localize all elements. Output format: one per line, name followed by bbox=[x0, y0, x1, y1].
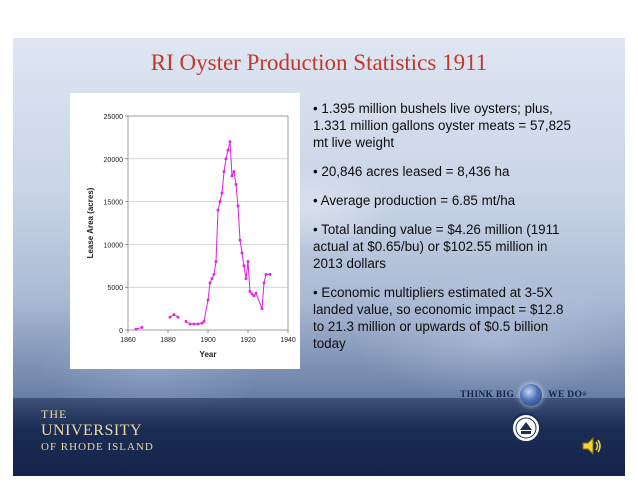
university-logo-line1: THE bbox=[41, 407, 68, 421]
data-point bbox=[214, 260, 218, 263]
data-point bbox=[134, 327, 138, 331]
data-point bbox=[200, 321, 204, 325]
data-point bbox=[210, 277, 214, 280]
data-point bbox=[252, 294, 256, 298]
bullet-item: • Economic multipliers estimated at 3-5X… bbox=[313, 285, 564, 351]
series-line-segment bbox=[213, 261, 217, 275]
chart-panel: 0 5000 10000 15000 20000 25000 1860 1880 1900 192… bbox=[70, 93, 300, 369]
series-line-segment bbox=[235, 184, 239, 206]
x-tick-label: 1880 bbox=[160, 337, 176, 344]
data-point bbox=[208, 281, 212, 285]
y-tick-label: 0 bbox=[119, 328, 123, 335]
slide-title: RI Oyster Production Statistics 1911 bbox=[150, 50, 488, 75]
data-point bbox=[234, 183, 238, 186]
tagline-registered-mark: ® bbox=[582, 392, 587, 398]
data-point bbox=[220, 191, 224, 195]
university-logo-line3: OF RHODE ISLAND bbox=[41, 441, 154, 453]
series-line-segment bbox=[241, 252, 245, 266]
data-point bbox=[212, 273, 216, 276]
university-logo: THE UNIVERSITY OF RHODE ISLAND bbox=[41, 408, 154, 453]
data-point bbox=[236, 204, 240, 208]
data-point bbox=[226, 148, 230, 152]
plot-area bbox=[127, 115, 289, 331]
bullet-list: • 1.395 million bushels live oysters; pl… bbox=[313, 100, 573, 364]
series-line-segment bbox=[215, 210, 219, 262]
series-line-segment bbox=[239, 240, 243, 254]
x-tick-label: 1900 bbox=[200, 337, 216, 344]
speaker-icon[interactable] bbox=[580, 434, 604, 458]
y-tick-label: 15000 bbox=[104, 200, 124, 207]
data-point bbox=[248, 290, 252, 293]
bullet-item: • 1.395 million bushels live oysters; pl… bbox=[313, 101, 571, 150]
y-tick-label: 25000 bbox=[104, 114, 124, 121]
data-point bbox=[242, 264, 246, 268]
bullet-item: • Average production = 6.85 mt/ha bbox=[313, 193, 516, 208]
y-tick-label: 10000 bbox=[104, 242, 124, 249]
series-line-segment bbox=[229, 141, 233, 176]
series-line-segment bbox=[247, 261, 251, 292]
data-point bbox=[218, 200, 222, 203]
y-tick-label: 20000 bbox=[104, 157, 124, 164]
data-point bbox=[268, 273, 272, 276]
series-line-segment bbox=[225, 150, 229, 159]
data-point bbox=[168, 315, 172, 319]
seal-icon bbox=[511, 413, 541, 443]
data-point bbox=[244, 277, 248, 280]
data-point bbox=[196, 322, 200, 326]
data-point bbox=[188, 322, 192, 326]
data-point bbox=[230, 174, 234, 178]
data-point bbox=[140, 326, 144, 329]
x-tick-label: 1920 bbox=[240, 337, 256, 344]
data-point bbox=[232, 170, 236, 173]
university-logo-line2: UNIVERSITY bbox=[41, 422, 142, 439]
bullet-item: • Total landing value = $4.26 million (1… bbox=[313, 222, 560, 271]
series-line-segment bbox=[261, 282, 265, 309]
tagline-left: THINK BIG bbox=[460, 390, 515, 400]
x-tick-label: 1940 bbox=[280, 337, 296, 344]
slide: RI Oyster Production Statistics 1911 0 50… bbox=[13, 38, 625, 476]
data-point bbox=[264, 273, 268, 276]
data-point bbox=[222, 170, 226, 173]
data-point bbox=[172, 313, 176, 316]
data-point bbox=[206, 298, 210, 302]
series-line-segment bbox=[243, 265, 247, 279]
data-point bbox=[216, 208, 220, 212]
data-point bbox=[246, 260, 250, 263]
y-tick-label: 5000 bbox=[107, 285, 123, 292]
data-point bbox=[254, 291, 258, 295]
series-line-segment bbox=[237, 205, 241, 241]
series-line-segment bbox=[233, 171, 237, 185]
series-line-segment bbox=[219, 192, 223, 202]
data-point bbox=[238, 238, 242, 242]
data-point bbox=[176, 315, 180, 319]
series-line-segment bbox=[223, 158, 227, 172]
bullet-item: • 20,846 acres leased = 8,436 ha bbox=[313, 164, 510, 179]
data-point bbox=[260, 307, 264, 310]
series-line-segment bbox=[207, 282, 211, 301]
data-point bbox=[240, 251, 244, 255]
y-axis-label: Lease Area (acres) bbox=[86, 187, 95, 258]
series-line-segment bbox=[217, 201, 221, 211]
data-point bbox=[262, 281, 266, 285]
series-line-segment bbox=[245, 261, 249, 279]
x-tick-label: 1860 bbox=[120, 337, 136, 344]
series-line-segment bbox=[221, 171, 225, 194]
series-line-segment bbox=[203, 299, 209, 322]
lease-area-chart: 0 5000 10000 15000 20000 25000 1860 1880 1900 192… bbox=[86, 114, 296, 359]
x-axis-label: Year bbox=[200, 350, 217, 359]
tagline-right: WE DO bbox=[548, 390, 583, 400]
data-point bbox=[250, 292, 254, 296]
data-point bbox=[184, 320, 188, 323]
data-point bbox=[228, 140, 232, 143]
series-line-segment bbox=[263, 274, 267, 284]
data-point bbox=[192, 322, 196, 326]
data-point bbox=[202, 320, 206, 323]
series-line-segment bbox=[255, 293, 263, 309]
globe-icon bbox=[520, 384, 543, 406]
tagline: THINK BIG WE DO ® bbox=[460, 384, 587, 406]
data-point bbox=[224, 157, 228, 161]
